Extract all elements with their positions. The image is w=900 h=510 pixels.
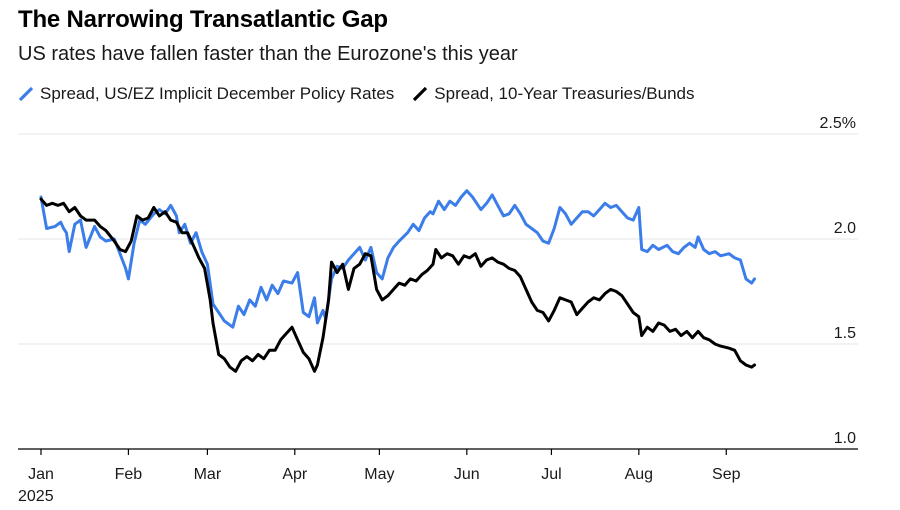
- x-axis: [18, 448, 858, 455]
- legend-swatch-policy-spread: [18, 86, 34, 102]
- x-tick-label-3: Apr: [282, 466, 308, 483]
- legend-label-treasury-bund-spread: Spread, 10-Year Treasuries/Bunds: [434, 84, 695, 103]
- grid-lines: [18, 133, 858, 345]
- series-line-1: [39, 197, 756, 373]
- x-tick-label-2: Mar: [194, 466, 222, 483]
- legend-label-policy-spread: Spread, US/EZ Implicit December Policy R…: [40, 84, 395, 103]
- y-tick-label-0: 2.5%: [820, 115, 856, 132]
- legend-swatch-treasury-bund-spread: [413, 86, 428, 102]
- x-tick-label-8: Sep: [712, 466, 741, 483]
- legend-item-policy-spread: Spread, US/EZ Implicit December Policy R…: [18, 84, 394, 104]
- y-tick-label-1: 2.0: [834, 220, 856, 237]
- series-lines: [39, 189, 756, 373]
- x-tick-label-5: Jun: [454, 466, 480, 483]
- chart-subtitle: US rates have fallen faster than the Eur…: [18, 43, 518, 65]
- chart-title: The Narrowing Transatlantic Gap: [18, 6, 388, 33]
- x-tick-label-7: Aug: [625, 466, 653, 483]
- series-line-0: [39, 189, 756, 329]
- y-tick-label-3: 1.0: [834, 430, 856, 447]
- x-year-label: 2025: [18, 488, 54, 505]
- x-tick-label-0: Jan: [28, 466, 54, 483]
- chart-legend: Spread, US/EZ Implicit December Policy R…: [18, 84, 713, 104]
- x-tick-label-4: May: [364, 466, 394, 483]
- x-tick-label-1: Feb: [115, 466, 143, 483]
- x-tick-label-6: Jul: [541, 466, 561, 483]
- legend-item-treasury-bund-spread: Spread, 10-Year Treasuries/Bunds: [412, 84, 695, 104]
- y-tick-label-2: 1.5: [834, 325, 856, 342]
- axis-labels: 2.5% 2.0 1.5 1.0 Jan Feb Mar Apr May Jun Jul Aug Sep…: [18, 115, 856, 505]
